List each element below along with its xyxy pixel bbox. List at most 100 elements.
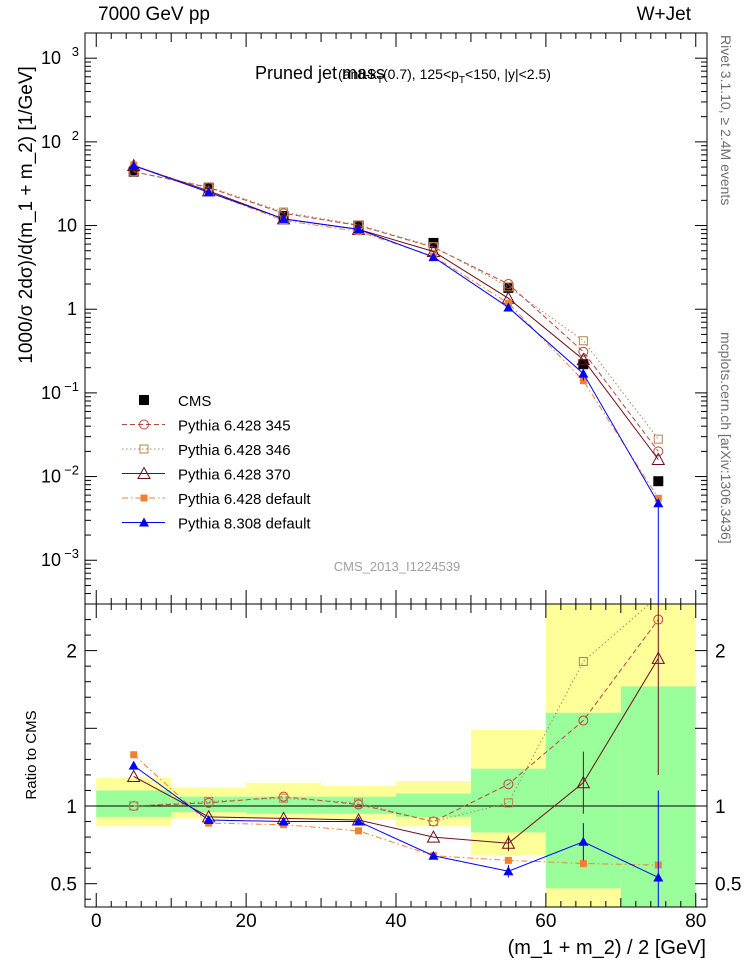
data-point (651, 452, 666, 465)
band-green (396, 793, 471, 817)
header-right: W+Jet (636, 4, 691, 25)
data-point (503, 302, 514, 312)
ratio-point (578, 656, 588, 666)
series-line (133, 165, 659, 460)
y-axis-label-main: 1000/σ 2dσ)/d(m_1 + m_2) [1/GeV] (16, 66, 37, 364)
ratio-point (503, 779, 514, 790)
ratio-y-tick-label: 1 (66, 797, 77, 818)
legend-marker (139, 517, 149, 527)
y-tick-label: 10 (57, 216, 77, 236)
legend-marker (137, 466, 151, 479)
data-point (579, 377, 587, 385)
x-tick-label: 20 (236, 911, 257, 932)
ratio-point (579, 859, 587, 867)
y-tick-label: 10 (41, 132, 61, 152)
x-tick-label: 80 (685, 911, 706, 932)
data-point (428, 252, 439, 262)
ratio-point (353, 816, 364, 826)
ratio-point (203, 814, 214, 824)
y-tick-label: 10 (41, 48, 61, 68)
ratio-line (133, 658, 659, 844)
mcplots-label: mcplots.cern.ch [arXiv:1306.3436] (718, 332, 734, 544)
legend-label: Pythia 6.428 345 (178, 418, 291, 435)
ratio-point (428, 817, 438, 827)
legend-marker (139, 395, 149, 405)
series-line (133, 165, 659, 504)
x-tick-label: 60 (535, 911, 556, 932)
band-green (171, 796, 247, 813)
ratio-line (133, 754, 659, 866)
ratio-point (278, 816, 289, 826)
ratio-y-tick-label-right: 1 (715, 797, 726, 818)
data-point (503, 282, 514, 293)
x-tick-label: 40 (385, 911, 406, 932)
ratio-point (504, 856, 512, 864)
ratio-point (354, 798, 364, 808)
x-axis-label: (m_1 + m_2) / 2 [GeV] (508, 937, 706, 959)
y-tick-label: 10 (41, 383, 61, 403)
data-point (578, 346, 589, 357)
y-tick-label-exponent: −3 (64, 546, 79, 561)
ratio-point (355, 827, 363, 835)
data-point (428, 242, 438, 252)
legend-label: Pythia 6.428 default (178, 491, 311, 508)
ratio-point (279, 793, 289, 803)
y-tick-label-exponent: −1 (64, 379, 79, 394)
series-line (133, 164, 659, 499)
band-green (96, 790, 172, 817)
y-tick-label-exponent: −2 (64, 463, 79, 478)
y-tick-label-exponent: 2 (72, 128, 79, 143)
main-plot-curves (126, 158, 666, 604)
y-tick-label-exponent: 3 (72, 44, 79, 59)
data-point (653, 446, 664, 457)
ratio-point (426, 830, 441, 843)
series-line (133, 171, 659, 440)
ratio-y-tick-label: 2 (66, 642, 77, 663)
header-left: 7000 GeV pp (98, 4, 210, 25)
watermark: CMS_2013_I1224539 (334, 559, 461, 574)
ratio-plot-curves (85, 604, 707, 907)
legend-label: Pythia 8.308 default (178, 516, 311, 533)
y-tick-label: 10 (41, 467, 61, 487)
band-green (470, 768, 546, 833)
data-point (278, 213, 289, 223)
ratio-y-tick-label-right: 0.5 (715, 875, 741, 896)
data-point (503, 282, 513, 292)
legend-label: Pythia 6.428 346 (178, 442, 291, 459)
y-tick-label: 10 (41, 550, 61, 570)
data-point (653, 434, 663, 444)
legend-label: Pythia 6.428 370 (178, 467, 291, 484)
ratio-point (204, 796, 214, 806)
ratio-line (133, 619, 659, 823)
data-point (578, 336, 588, 346)
x-tick-label: 0 (91, 911, 102, 932)
legend-marker (139, 444, 149, 454)
data-point (653, 498, 664, 508)
ratio-point (126, 769, 141, 782)
rivet-label: Rivet 3.1.10, ≥ 2.4M events (718, 35, 734, 205)
legend-marker (140, 494, 148, 502)
ratio-point (128, 760, 139, 770)
ratio-point (503, 798, 513, 808)
band-green (246, 796, 322, 814)
y-axis-label-ratio: Ratio to CMS (23, 710, 40, 799)
legend: CMS Pythia 6.428 345 Pythia 6.428 346 Pythi… (122, 393, 311, 533)
ratio-point (578, 715, 589, 726)
plot-subtitle: (anti-kT(0.7), 125<pT<150, |y|<2.5) (338, 66, 551, 86)
series-line (133, 171, 659, 452)
ratio-y-tick-label: 0.5 (51, 875, 77, 896)
ratio-line (133, 765, 659, 878)
plot-title: Pruned jet mass (255, 63, 385, 83)
y-tick-label: 1 (67, 299, 77, 319)
data-point (203, 187, 214, 197)
ratio-point (129, 801, 139, 811)
ratio-point (130, 751, 138, 759)
data-point (128, 160, 139, 170)
legend-label: CMS (178, 393, 211, 410)
ratio-line (133, 604, 651, 823)
ratio-y-tick-label-right: 2 (715, 642, 726, 663)
data-point (576, 352, 591, 366)
legend-marker (139, 419, 149, 430)
